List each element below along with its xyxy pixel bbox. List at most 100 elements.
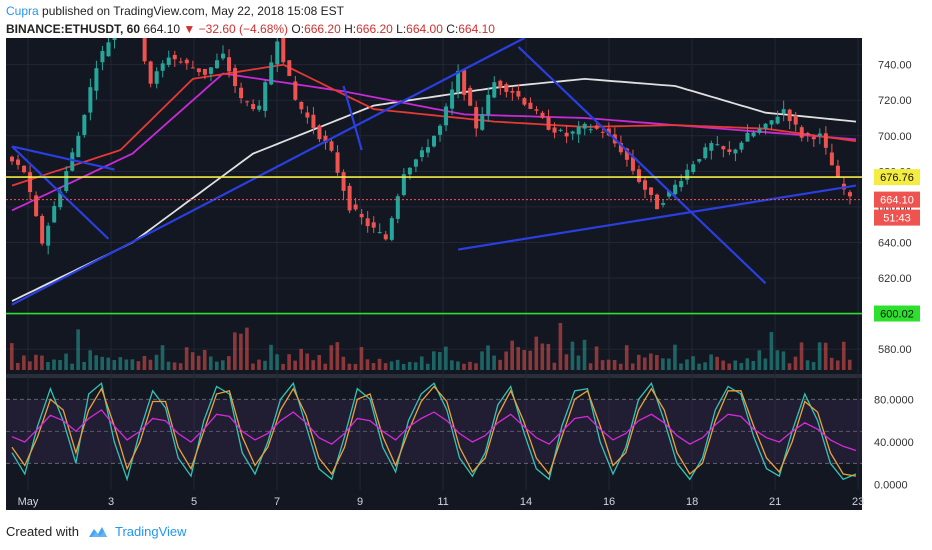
candle-body	[709, 143, 714, 151]
volume-bar	[28, 361, 32, 370]
candle-body	[208, 67, 213, 74]
candle-body	[196, 68, 201, 73]
candle-body	[10, 156, 14, 162]
volume-bar	[395, 359, 400, 370]
high-label: H:	[344, 22, 357, 36]
volume-bar	[401, 363, 406, 370]
candle-body	[341, 172, 346, 191]
trend-line	[11, 145, 115, 171]
price-chart[interactable]: 740.00720.00700.00680.00660.00640.00620.…	[0, 38, 932, 520]
volume-bar	[570, 341, 575, 370]
volume-bar	[498, 359, 502, 370]
volume-bar	[667, 358, 671, 370]
volume-bar	[22, 355, 26, 370]
candle-body	[70, 152, 75, 171]
volume-bar	[329, 345, 334, 370]
volume-bar	[564, 354, 569, 370]
volume-bar	[630, 363, 635, 370]
candle-body	[558, 129, 563, 131]
volume-bar	[233, 332, 237, 370]
volume-bar	[835, 360, 840, 370]
candle-body	[257, 105, 262, 110]
candle-body	[227, 57, 232, 72]
candle-body	[751, 132, 756, 137]
candle-body	[275, 41, 280, 65]
published-text: published on TradingView.com, May 22, 20…	[42, 4, 344, 18]
volume-bar	[715, 356, 719, 370]
candle-body	[600, 131, 605, 133]
candle-body	[775, 116, 780, 124]
price-tick-label: 620.00	[878, 273, 912, 285]
volume-bar	[178, 363, 183, 370]
volume-bar	[148, 359, 153, 370]
candle-body	[817, 133, 822, 136]
volume-bar	[823, 342, 828, 370]
candle-body	[721, 146, 726, 150]
volume-bar	[130, 359, 135, 370]
volume-bar	[76, 329, 80, 370]
candle-body	[401, 174, 406, 195]
volume-bar	[245, 327, 249, 370]
volume-bar	[299, 348, 303, 370]
candle-body	[293, 81, 298, 100]
low-value: 664.00	[406, 22, 443, 36]
volume-bar	[172, 362, 177, 370]
candle-body	[58, 191, 63, 208]
candle-body	[769, 120, 774, 125]
volume-bar	[142, 355, 147, 370]
candle-body	[552, 127, 557, 133]
candle-body	[239, 87, 244, 99]
time-tick-label: 5	[191, 496, 197, 508]
volume-bar	[160, 345, 165, 370]
volume-bar	[432, 351, 436, 370]
volume-bar	[576, 355, 581, 370]
volume-bar	[757, 350, 762, 370]
volume-bar	[208, 356, 213, 370]
symbol-label[interactable]: BINANCE:ETHUSDT, 60	[6, 22, 141, 36]
time-tick-label: May	[18, 496, 39, 508]
candle-body	[576, 126, 581, 135]
volume-bar	[293, 360, 297, 370]
volume-bar	[787, 363, 792, 370]
volume-bar	[540, 343, 545, 370]
volume-bar	[251, 363, 255, 370]
author-link[interactable]: Cupra	[6, 4, 39, 18]
volume-bar	[504, 351, 508, 370]
volume-bar	[311, 360, 316, 370]
volume-bar	[685, 359, 689, 370]
volume-bar	[618, 363, 623, 370]
candle-body	[661, 203, 666, 205]
candle-body	[148, 61, 153, 84]
volume-bar	[444, 346, 448, 370]
volume-bar	[534, 336, 539, 370]
candle-body	[636, 169, 641, 182]
candle-body	[281, 38, 286, 63]
candle-body	[588, 129, 593, 131]
volume-bar	[661, 358, 665, 370]
oscillator-series-line	[11, 381, 857, 482]
volume-bar	[691, 356, 695, 370]
volume-bar	[371, 363, 376, 370]
volume-bar	[16, 362, 20, 370]
volume-bar	[124, 359, 129, 370]
tradingview-link[interactable]: TradingView	[114, 524, 187, 539]
volume-bar	[612, 359, 617, 370]
volume-bar	[214, 361, 219, 370]
candle-body	[40, 215, 45, 244]
candle-body	[805, 133, 810, 136]
volume-bar	[516, 347, 520, 370]
candle-body	[462, 70, 467, 95]
volume-bar	[709, 354, 713, 370]
volume-bar	[257, 359, 261, 370]
candle-body	[100, 51, 105, 63]
candle-body	[419, 150, 424, 158]
candle-body	[793, 115, 798, 125]
volume-bar	[40, 355, 44, 370]
candle-body	[329, 141, 334, 151]
volume-bar	[582, 339, 587, 370]
candle-body	[28, 172, 33, 193]
candle-body	[540, 112, 545, 118]
volume-bar	[643, 357, 647, 370]
volume-bar	[82, 361, 86, 370]
candle-body	[763, 123, 768, 129]
